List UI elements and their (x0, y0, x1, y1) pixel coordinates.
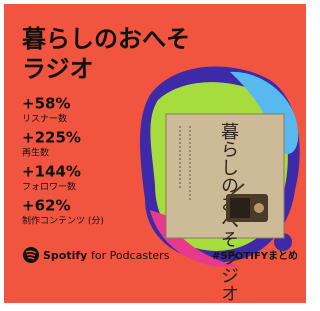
hashtag: #SPOTIFYまとめ (212, 250, 298, 262)
stat-label: 制作コンテンツ (分) (22, 215, 104, 227)
stat-value: +225% (22, 129, 81, 147)
stat-label: 再生数 (22, 147, 49, 159)
stat-value: +58% (22, 95, 70, 113)
stat-label: フォロワー数 (22, 181, 76, 193)
stat-label: リスナー数 (22, 113, 67, 125)
title-line: 暮らしのおへそ (22, 25, 190, 53)
title-line: ラジオ (22, 55, 94, 83)
stat-value: +62% (22, 197, 70, 215)
brand-suffix: for Podcasters (91, 249, 170, 262)
stat-value: +144% (22, 163, 81, 181)
brand: Spotify (43, 249, 87, 262)
